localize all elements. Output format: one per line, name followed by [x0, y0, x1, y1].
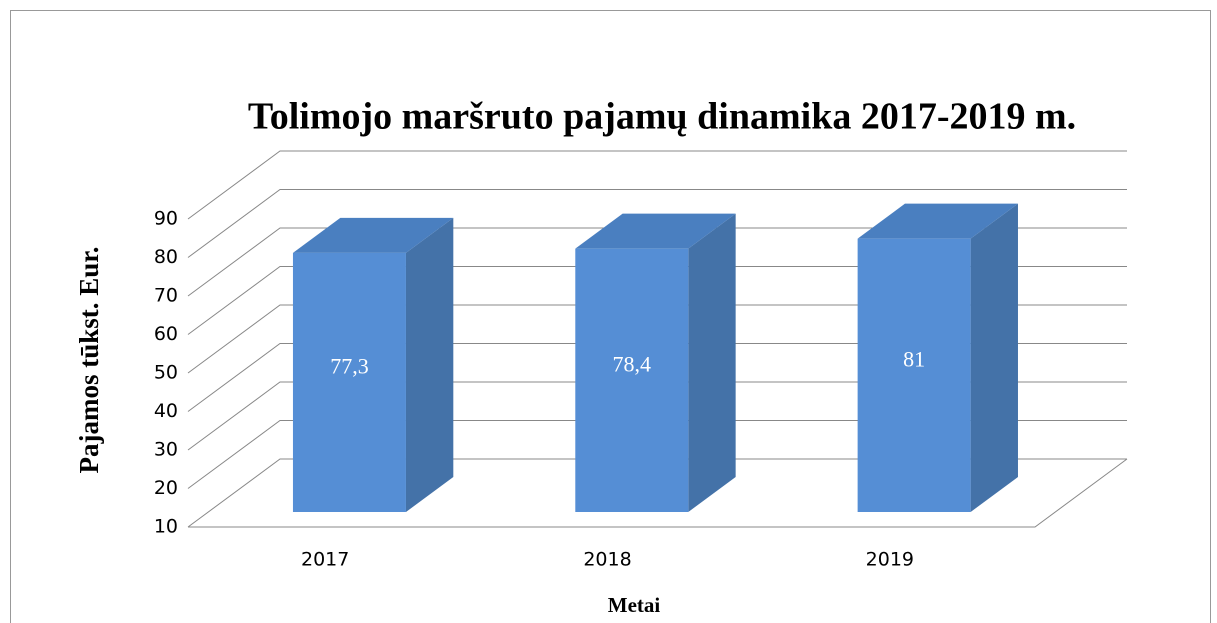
x-tick-label: 2019	[866, 549, 914, 571]
grid-line	[187, 189, 1127, 258]
grid-line	[187, 304, 1127, 374]
x-axis-label: Metai	[608, 593, 661, 617]
y-tick-label: 40	[154, 400, 178, 422]
y-tick-label: 60	[154, 323, 178, 345]
chart-title: Tolimojo maršruto pajamų dinamika 2017-2…	[248, 96, 1076, 138]
data-label: 81	[903, 346, 925, 371]
bar-side	[405, 217, 454, 512]
grid-line	[187, 420, 1127, 489]
chart-border	[10, 10, 1211, 623]
grid-line	[187, 458, 1127, 528]
x-tick-label: 2017	[301, 549, 349, 571]
grid-line	[187, 227, 1127, 297]
bar-top	[292, 217, 454, 253]
data-label: 78,4	[613, 351, 652, 376]
floor-edge	[188, 458, 1128, 528]
data-label: 77,3	[330, 353, 369, 378]
y-tick-label: 50	[154, 362, 178, 384]
grid-line	[187, 381, 1127, 451]
bar	[857, 238, 971, 512]
y-tick-label: 90	[154, 208, 178, 230]
bar	[575, 248, 689, 512]
y-tick-label: 70	[154, 285, 178, 307]
y-tick-label: 80	[154, 246, 178, 268]
bar-side	[970, 203, 1018, 512]
grid-line	[187, 266, 1127, 335]
grid-line	[187, 150, 1127, 220]
bar-top	[575, 213, 736, 249]
bar-top	[857, 203, 1018, 239]
y-tick-label: 20	[154, 477, 178, 499]
y-tick-label: 10	[154, 516, 178, 538]
x-tick-label: 2018	[583, 549, 631, 571]
grid-line	[187, 343, 1127, 412]
bar	[292, 252, 406, 512]
bar-side	[688, 213, 736, 512]
y-tick-label: 30	[154, 439, 178, 461]
y-axis-label: Pajamos tūkst. Eur.	[74, 246, 104, 473]
